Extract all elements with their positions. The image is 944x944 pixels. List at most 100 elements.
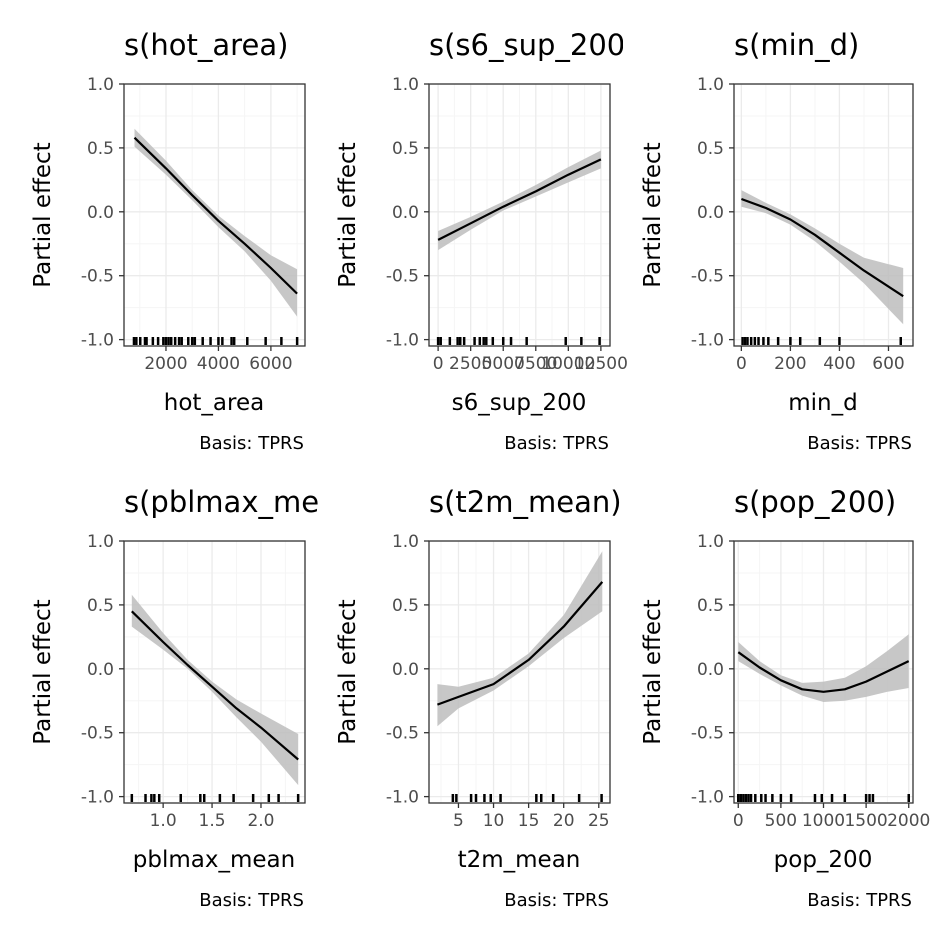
x-tick-label: 2.0 bbox=[247, 811, 274, 831]
basis-caption: Basis: TPRS bbox=[199, 433, 304, 454]
x-tick-label: 400 bbox=[823, 354, 855, 374]
chart-panel: -1.0 -0.5 0.0 0.5 1.0 0 500 1000 1500 2000 Partial… bbox=[640, 485, 930, 911]
y-tick-label: 0.5 bbox=[392, 596, 419, 616]
confidence-band bbox=[438, 150, 601, 251]
chart-title: s(pblmax_mean) bbox=[124, 485, 367, 519]
y-axis-title: Partial effect bbox=[335, 142, 361, 287]
y-tick-label: 0.0 bbox=[697, 203, 724, 223]
chart-panel: -1.0 -0.5 0.0 0.5 1.0 0 2500500075001000012500… bbox=[335, 28, 637, 454]
y-tick-label: 0.0 bbox=[392, 203, 419, 223]
y-tick-label: -1.0 bbox=[386, 331, 419, 351]
y-tick-label: 1.0 bbox=[697, 532, 724, 552]
confidence-band bbox=[134, 128, 298, 317]
x-axis-title: pop_200 bbox=[774, 847, 873, 873]
chart-panel: -1.0 -0.5 0.0 0.5 1.0 0 200 400 600 Partial effec… bbox=[640, 28, 914, 454]
x-tick-label: 25 bbox=[588, 811, 610, 831]
gridlines bbox=[734, 541, 913, 803]
x-tick-label: 1.0 bbox=[150, 811, 177, 831]
y-tick-label: 1.0 bbox=[392, 532, 419, 552]
y-tick-label: -1.0 bbox=[81, 331, 114, 351]
y-tick-label: 1.0 bbox=[392, 75, 419, 95]
y-tick-label: 1.0 bbox=[697, 75, 724, 95]
smooth-line bbox=[133, 136, 298, 295]
y-tick-label: -1.0 bbox=[81, 788, 114, 808]
y-tick-label: 1.0 bbox=[87, 75, 114, 95]
confidence-band bbox=[437, 551, 603, 727]
x-tick-label: 1000 bbox=[802, 811, 845, 831]
x-tick-label: 10 bbox=[483, 811, 505, 831]
x-tick-label: 0 bbox=[736, 354, 747, 374]
y-axis-title: Partial effect bbox=[30, 142, 56, 287]
basis-caption: Basis: TPRS bbox=[807, 890, 912, 911]
gridlines bbox=[734, 84, 913, 346]
smooth-line bbox=[131, 610, 299, 761]
x-tick-label: 1500 bbox=[844, 811, 887, 831]
y-axis-title: Partial effect bbox=[335, 599, 361, 744]
x-tick-label: 6000 bbox=[249, 354, 292, 374]
x-tick-label: 1.5 bbox=[199, 811, 226, 831]
panel-border bbox=[428, 83, 611, 347]
y-axis-title: Partial effect bbox=[30, 599, 56, 744]
chart-title: s(t2m_mean) bbox=[429, 485, 622, 519]
plot-panel bbox=[734, 84, 913, 346]
chart-panel: -1.0 -0.5 0.0 0.5 1.0 2000 4000 6000 Partial eff… bbox=[30, 28, 306, 454]
gridlines bbox=[429, 541, 610, 803]
x-axis-title: hot_area bbox=[164, 390, 264, 416]
y-tick-label: -0.5 bbox=[691, 724, 724, 744]
basis-caption: Basis: TPRS bbox=[807, 433, 912, 454]
panel-border bbox=[733, 83, 914, 347]
y-tick-label: -1.0 bbox=[386, 788, 419, 808]
x-tick-label: 12500 bbox=[574, 354, 628, 374]
basis-caption: Basis: TPRS bbox=[199, 890, 304, 911]
x-tick-label: 4000 bbox=[197, 354, 240, 374]
x-tick-label: 10000 bbox=[541, 354, 595, 374]
plot-panel bbox=[124, 541, 305, 803]
x-tick-label: 200 bbox=[774, 354, 806, 374]
panel-border bbox=[123, 83, 306, 347]
chart-title: s(hot_area) bbox=[124, 28, 288, 62]
x-tick-label: 5 bbox=[453, 811, 464, 831]
chart-panel: -1.0 -0.5 0.0 0.5 1.0 1.0 1.5 2.0 Partial effect… bbox=[30, 485, 367, 911]
y-tick-label: 1.0 bbox=[87, 532, 114, 552]
y-tick-label: 0.5 bbox=[392, 139, 419, 159]
x-axis-title: s6_sup_200 bbox=[452, 390, 587, 416]
y-axis-title: Partial effect bbox=[640, 142, 666, 287]
panel-border bbox=[428, 540, 611, 804]
smooth-line bbox=[437, 158, 602, 241]
y-tick-label: 0.5 bbox=[87, 596, 114, 616]
y-tick-label: 0.0 bbox=[697, 660, 724, 680]
y-tick-label: -1.0 bbox=[691, 788, 724, 808]
y-tick-label: -1.0 bbox=[691, 331, 724, 351]
chart-title: s(pop_200) bbox=[734, 485, 896, 519]
y-tick-label: -0.5 bbox=[81, 724, 114, 744]
y-tick-label: 0.5 bbox=[87, 139, 114, 159]
y-tick-label: 0.0 bbox=[87, 203, 114, 223]
x-tick-label: 0 bbox=[433, 354, 444, 374]
y-tick-label: 0.5 bbox=[697, 596, 724, 616]
x-tick-label: 15 bbox=[518, 811, 540, 831]
panel-border bbox=[123, 540, 306, 804]
y-tick-label: -0.5 bbox=[386, 267, 419, 287]
y-tick-label: -0.5 bbox=[691, 267, 724, 287]
basis-caption: Basis: TPRS bbox=[504, 890, 609, 911]
y-tick-label: 0.0 bbox=[87, 660, 114, 680]
x-tick-label: 0 bbox=[733, 811, 744, 831]
chart-title: s(s6_sup_200) bbox=[429, 28, 637, 62]
smooth-line bbox=[437, 581, 604, 706]
x-tick-label: 2000 bbox=[144, 354, 187, 374]
y-axis-title: Partial effect bbox=[640, 599, 666, 744]
x-tick-label: 20 bbox=[553, 811, 575, 831]
x-axis-title: pblmax_mean bbox=[133, 847, 295, 873]
y-tick-label: -0.5 bbox=[386, 724, 419, 744]
x-tick-label: 2500 bbox=[449, 354, 492, 374]
x-axis-title: min_d bbox=[788, 390, 857, 416]
chart-title: s(min_d) bbox=[734, 28, 859, 62]
y-tick-label: 0.0 bbox=[392, 660, 419, 680]
x-tick-label: 600 bbox=[872, 354, 904, 374]
smooth-line bbox=[741, 197, 904, 298]
chart-panel: -1.0 -0.5 0.0 0.5 1.0 5 10 15 20 25 Partial effect… bbox=[335, 485, 622, 911]
confidence-band bbox=[738, 634, 909, 702]
x-tick-label: 2000 bbox=[887, 811, 930, 831]
x-tick-label: 5000 bbox=[482, 354, 525, 374]
